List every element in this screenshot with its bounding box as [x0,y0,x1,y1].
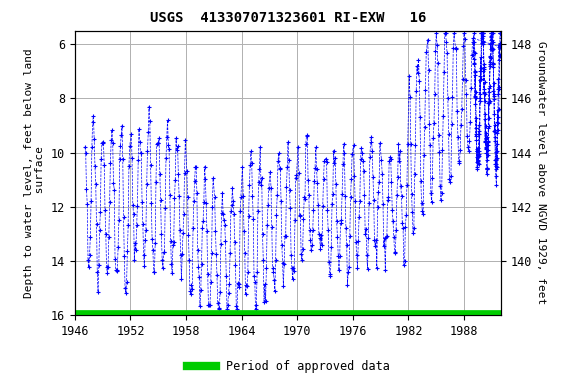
Y-axis label: Groundwater level above NGVD 1929, feet: Groundwater level above NGVD 1929, feet [536,41,546,305]
Y-axis label: Depth to water level, feet below land
 surface: Depth to water level, feet below land su… [24,48,46,298]
Title: USGS  413307071323601 RI-EXW   16: USGS 413307071323601 RI-EXW 16 [150,12,426,25]
Legend: Period of approved data: Period of approved data [182,356,394,378]
